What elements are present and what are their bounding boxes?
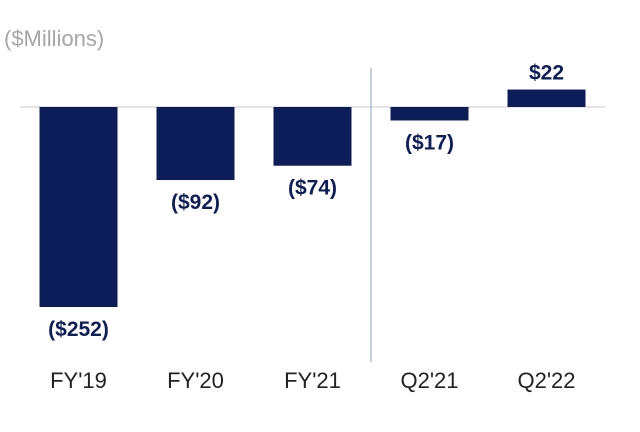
data-label-4: $22	[529, 62, 564, 85]
data-label-0: ($252)	[48, 318, 109, 341]
bar-2	[273, 107, 352, 166]
bar-1	[156, 107, 235, 181]
bar-3	[390, 107, 469, 121]
x-tick-label-1: FY'20	[167, 368, 224, 393]
x-tick-label-3: Q2'21	[400, 368, 458, 393]
unit-label: ($Millions)	[4, 26, 105, 51]
data-label-3: ($17)	[405, 131, 454, 154]
bar-0	[39, 107, 118, 308]
data-label-2: ($74)	[288, 177, 337, 200]
bar-4	[507, 89, 586, 107]
data-label-1: ($92)	[171, 191, 220, 214]
x-tick-label-2: FY'21	[284, 368, 341, 393]
x-tick-label-0: FY'19	[50, 368, 107, 393]
x-tick-label-4: Q2'22	[517, 368, 575, 393]
